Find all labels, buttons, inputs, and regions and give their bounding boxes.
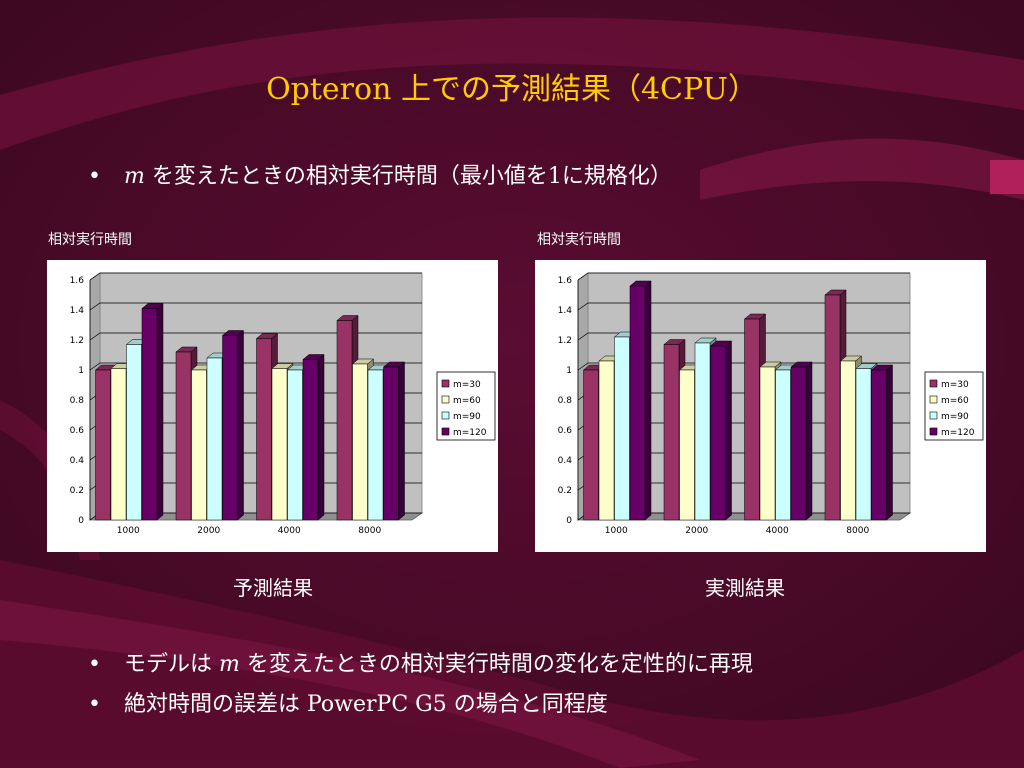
legend-label: m=30 [453,380,481,390]
x-tick-label: 8000 [358,526,381,536]
bar-m120-8000 [382,361,406,521]
bullet-dot: • [88,692,101,717]
bullet2-pre: モデルは [124,652,213,677]
bullet1-var: m [124,164,145,189]
legend-label: m=120 [453,428,487,438]
bar-m120-4000 [790,361,813,521]
bg-swoosh-right [700,138,1024,200]
legend-swatch [929,379,938,388]
bullet2-var: m [219,652,240,677]
y-tick-label: 0 [78,516,84,526]
bg-swoosh-bottom [0,560,1024,768]
legend: m=30 m=60 m=90 m=120 [436,371,496,441]
bullet-1: • m を変えたときの相対実行時間（最小値を1に規格化） [88,158,672,190]
chart-predicted-svg: 0 0.2 0.4 0.6 0.8 1 1.2 1.4 1.6 1000 2000 4000 8000 m… [70,272,496,536]
bullet3-latin: PowerPC G5 [307,692,447,717]
bg-swoosh-top [0,17,1024,150]
bar-m120-4000 [302,353,325,521]
y-tick-label: 0 [566,516,572,526]
bar-m120-1000 [629,280,652,521]
y-tick-label: 1.2 [558,336,572,346]
legend-swatch [441,379,450,388]
legend-label: m=30 [941,380,969,390]
y-tick-label: 0.6 [70,426,85,436]
y-tick-label: 1 [78,366,84,376]
bullet1-num: 1 [547,164,562,189]
bullet3-pre: 絶対時間の誤差は [124,692,301,717]
legend-label: m=60 [453,396,481,406]
chart-measured: 0 0.2 0.4 0.6 0.8 1 1.2 1.4 1.6 1000 2000 4000 8000 m… [535,260,986,552]
legend-swatch [929,411,938,420]
y-tick-label: 0.8 [70,396,85,406]
bullet1-text: を変えたときの相対実行時間（最小値を [151,164,548,189]
y-tick-label: 1 [566,366,572,376]
legend-swatch [929,395,938,404]
x-tick-label: 2000 [197,526,220,536]
gridline [89,332,422,341]
bg-accent-tab [990,160,1024,194]
legend-label: m=90 [941,412,969,422]
y-tick-label: 1.4 [558,306,573,316]
legend-swatch [441,411,450,420]
y-tick-label: 0.4 [558,456,573,466]
caption-measured: 実測結果 [705,576,785,600]
y-tick-label: 0.4 [70,456,85,466]
bullet-2: • モデルは m を変えたときの相対実行時間の変化を定性的に再現 [88,646,753,678]
gridline [577,272,910,281]
bullet3-post: の場合と同程度 [453,692,608,717]
bullet-3: • 絶対時間の誤差は PowerPC G5 の場合と同程度 [88,686,608,718]
x-tick-label: 2000 [685,526,708,536]
title-jp: 上での予測結果 [400,72,611,107]
y-tick-label: 0.6 [558,426,573,436]
gridline [577,332,910,341]
chart-measured-svg: 0 0.2 0.4 0.6 0.8 1 1.2 1.4 1.6 1000 2000 4000 8000 m… [558,272,984,536]
chart2-ylabel: 相対実行時間 [537,232,621,248]
bar-m120-2000 [709,340,733,521]
title-paren: （4CPU） [610,72,758,107]
legend-swatch [441,395,450,404]
y-tick-label: 0.2 [558,486,572,496]
y-tick-label: 1.6 [70,276,85,286]
gridline [577,302,910,311]
legend: m=30 m=60 m=90 m=120 [924,371,984,441]
legend-label: m=120 [941,428,975,438]
y-tick-label: 1.6 [558,276,573,286]
chart1-ylabel: 相対実行時間 [48,232,132,248]
bullet2-post: を変えたときの相対実行時間の変化を定性的に再現 [246,652,753,677]
legend-swatch [441,427,450,436]
x-tick-label: 4000 [278,526,301,536]
bullet1-end: に規格化） [561,164,672,189]
bar-m120-2000 [221,329,245,521]
bullet-dot: • [88,652,101,677]
bar-m120-8000 [870,364,894,521]
gridline [89,272,422,281]
gridline [89,302,422,311]
y-tick-label: 1.4 [70,306,85,316]
y-tick-label: 0.2 [70,486,84,496]
x-tick-label: 1000 [605,526,628,536]
slide-title: Opteron 上での予測結果（4CPU） [0,64,1024,108]
bg-swoosh-mid [0,600,700,768]
caption-predicted: 予測結果 [233,576,313,600]
legend-label: m=90 [453,412,481,422]
bar-m120-1000 [141,302,164,521]
bullet-dot: • [88,164,101,189]
legend-label: m=60 [941,396,969,406]
chart-predicted: 0 0.2 0.4 0.6 0.8 1 1.2 1.4 1.6 1000 2000 4000 8000 m… [47,260,498,552]
y-tick-label: 0.8 [558,396,573,406]
x-tick-label: 1000 [117,526,140,536]
x-tick-label: 4000 [766,526,789,536]
title-latin: Opteron [266,72,392,107]
y-tick-label: 1.2 [70,336,84,346]
x-tick-label: 8000 [846,526,869,536]
legend-swatch [929,427,938,436]
